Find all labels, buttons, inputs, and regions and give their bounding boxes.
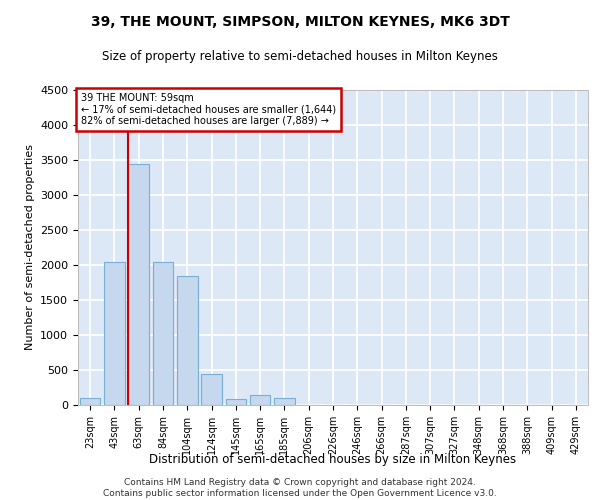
Text: 39, THE MOUNT, SIMPSON, MILTON KEYNES, MK6 3DT: 39, THE MOUNT, SIMPSON, MILTON KEYNES, M…: [91, 15, 509, 29]
Bar: [104, 262, 125, 405]
Y-axis label: Number of semi-detached properties: Number of semi-detached properties: [25, 144, 35, 350]
Text: Distribution of semi-detached houses by size in Milton Keynes: Distribution of semi-detached houses by …: [149, 452, 517, 466]
Bar: [250, 394, 271, 405]
Text: Size of property relative to semi-detached houses in Milton Keynes: Size of property relative to semi-detach…: [102, 50, 498, 63]
Bar: [226, 400, 246, 405]
Bar: [274, 398, 295, 405]
Text: 39 THE MOUNT: 59sqm
← 17% of semi-detached houses are smaller (1,644)
82% of sem: 39 THE MOUNT: 59sqm ← 17% of semi-detach…: [80, 93, 335, 126]
Bar: [80, 398, 100, 405]
Bar: [128, 164, 149, 405]
Bar: [201, 374, 222, 405]
Bar: [152, 262, 173, 405]
Bar: [177, 276, 197, 405]
Text: Contains HM Land Registry data © Crown copyright and database right 2024.
Contai: Contains HM Land Registry data © Crown c…: [103, 478, 497, 498]
